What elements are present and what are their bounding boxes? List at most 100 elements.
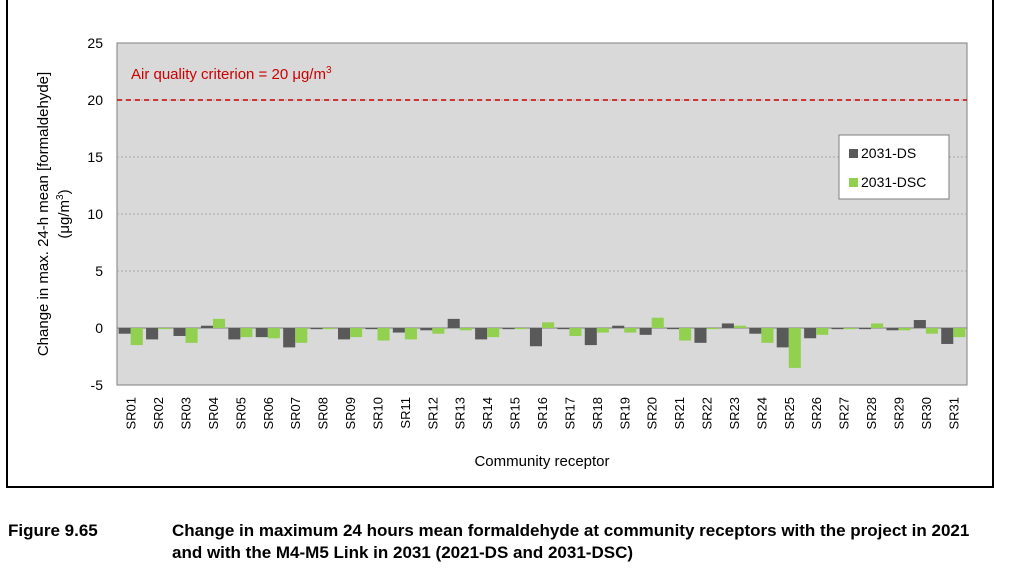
bar: [679, 328, 692, 341]
bar: [706, 328, 719, 330]
x-tick-label: SR13: [453, 397, 468, 430]
bar: [365, 328, 378, 330]
bar: [721, 323, 734, 328]
bar: [283, 328, 296, 348]
x-tick-label: SR07: [288, 397, 303, 430]
x-tick-label: SR06: [261, 397, 276, 430]
bar: [831, 328, 844, 330]
x-tick-label: SR10: [370, 397, 385, 430]
bar: [514, 328, 527, 330]
bar: [898, 328, 911, 331]
x-tick-label: SR20: [645, 397, 660, 430]
x-tick-label: SR27: [837, 397, 852, 430]
bar: [624, 328, 637, 333]
x-tick-label: SR23: [727, 397, 742, 430]
y-tick-label: 20: [87, 92, 103, 108]
bar: [118, 328, 131, 334]
bar: [212, 318, 226, 328]
chart: -5 0 5 10 15 20 25 SR01 SR02 SR03 SR04 SR05 SR06 SR07…: [35, 35, 968, 470]
bar: [404, 328, 417, 340]
bar: [529, 328, 542, 347]
bar: [158, 328, 171, 330]
x-tick-label: SR31: [946, 397, 961, 430]
bar: [612, 325, 625, 328]
legend-label: 2031-DS: [861, 145, 916, 161]
bar: [651, 317, 664, 328]
bar: [788, 328, 801, 368]
bar: [667, 328, 680, 330]
y-tick-label: 10: [87, 206, 103, 222]
bar: [310, 328, 323, 330]
bar: [569, 328, 582, 336]
y-tick-label: 25: [87, 35, 103, 51]
y-tick-label: 0: [95, 320, 103, 336]
bar: [749, 328, 762, 334]
x-tick-label: SR08: [316, 397, 331, 430]
figure-caption-text: Change in maximum 24 hours mean formalde…: [172, 521, 970, 562]
y-tick-label: 5: [95, 263, 103, 279]
bar: [502, 328, 515, 330]
bar: [475, 328, 488, 340]
y-axis-label-unit: (μg/m3): [55, 189, 73, 238]
bar: [804, 328, 817, 339]
bar: [432, 328, 445, 334]
legend-box: [838, 134, 950, 200]
bar: [816, 328, 829, 335]
x-tick-label: SR25: [782, 397, 797, 430]
x-tick-label: SR17: [562, 397, 577, 430]
bar: [487, 328, 500, 338]
x-axis-label: Community receptor: [474, 453, 609, 470]
legend-label: 2031-DSC: [861, 174, 926, 190]
bar: [459, 328, 472, 331]
x-tick-label: SR04: [206, 397, 221, 430]
x-tick-label: SR26: [809, 397, 824, 430]
bar: [913, 320, 926, 328]
bar: [200, 325, 213, 328]
x-tick-label: SR03: [179, 397, 194, 430]
bar: [542, 322, 555, 328]
bar: [240, 328, 253, 338]
bar: [733, 325, 746, 328]
bar: [925, 328, 938, 334]
figure-number: Figure 9.65: [8, 521, 98, 540]
bar: [185, 328, 198, 343]
y-tick-label: 15: [87, 149, 103, 165]
bar: [322, 328, 335, 330]
bar: [392, 328, 405, 333]
bar: [953, 328, 966, 338]
x-tick-label: SR30: [919, 397, 934, 430]
x-tick-label: SR11: [398, 397, 413, 429]
x-tick-label: SR05: [233, 397, 248, 430]
y-tick-label: -5: [91, 377, 104, 393]
bar: [228, 328, 241, 340]
x-tick-label: SR18: [590, 397, 605, 430]
x-tick-label: SR24: [754, 397, 769, 430]
x-tick-label: SR28: [864, 397, 879, 430]
bar: [267, 328, 280, 339]
x-tick-label: SR02: [151, 397, 166, 430]
criterion-label: Air quality criterion = 20 μg/m3: [131, 65, 332, 83]
x-tick-label: SR21: [672, 397, 687, 430]
chart-frame: [6, 0, 994, 488]
legend-swatch: [849, 149, 858, 158]
bar: [776, 328, 789, 348]
bar: [941, 328, 954, 344]
x-tick-label: SR09: [343, 397, 358, 430]
bar: [338, 328, 351, 340]
bar: [886, 328, 899, 331]
bar: [858, 328, 872, 330]
bar: [871, 323, 884, 328]
bar: [377, 328, 390, 341]
bar: [130, 328, 143, 346]
x-tick-label: SR22: [700, 397, 715, 430]
bar: [761, 328, 774, 343]
x-tick-label: SR14: [480, 397, 495, 430]
legend-swatch: [849, 178, 858, 187]
x-tick-label: SR16: [535, 397, 550, 430]
bar: [694, 328, 707, 343]
bar: [843, 328, 856, 330]
x-tick-label: SR19: [617, 397, 632, 430]
bar: [420, 328, 433, 331]
x-tick-label: SR01: [124, 397, 139, 430]
bar: [350, 328, 363, 338]
